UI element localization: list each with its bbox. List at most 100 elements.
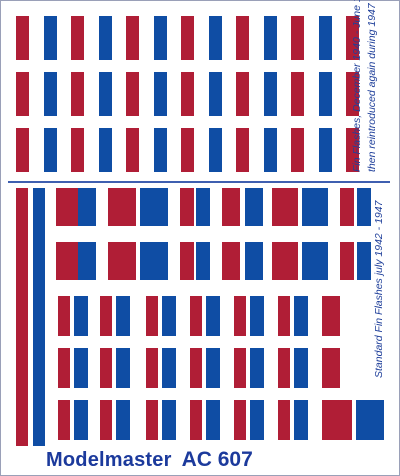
std-flash-red — [58, 296, 70, 336]
std-flash-blue — [294, 400, 308, 440]
upper-label-line1: Fin Flashes, December 1940 - June 1942 — [351, 0, 363, 172]
upper-flash-red — [181, 16, 194, 60]
std-flash-red — [278, 296, 290, 336]
std-flash-red — [234, 348, 246, 388]
std-flash-red — [180, 188, 194, 226]
upper-flash-red — [346, 128, 359, 172]
upper-flash-blue — [319, 16, 332, 60]
std-flash-red — [146, 348, 158, 388]
std-flash-blue — [250, 348, 264, 388]
std-flash-blue — [196, 188, 210, 226]
std-flash-red — [56, 242, 78, 280]
std-flash-blue — [196, 242, 210, 280]
upper-flash-blue — [154, 128, 167, 172]
brand-name: Modelmaster — [46, 449, 172, 471]
upper-flash-red — [16, 72, 29, 116]
upper-flash-blue — [99, 72, 112, 116]
std-flash-blue — [245, 188, 263, 226]
upper-flash-blue — [99, 128, 112, 172]
std-flash-red — [272, 188, 298, 226]
std-flash-blue — [206, 348, 220, 388]
std-flash-red — [58, 400, 70, 440]
std-flash-blue — [162, 296, 176, 336]
std-flash-blue — [294, 296, 308, 336]
std-flash-blue — [357, 188, 371, 226]
std-flash-blue — [140, 242, 168, 280]
std-flash-blue — [74, 400, 88, 440]
std-flash-blue — [162, 348, 176, 388]
std-flash-red — [180, 242, 194, 280]
std-flash-red — [100, 296, 112, 336]
upper-flash-red — [291, 16, 304, 60]
upper-flash-blue — [319, 72, 332, 116]
upper-flash-red — [181, 72, 194, 116]
lower-section-label: Standard Fin Flashes july 1942 - 1947 — [373, 200, 385, 378]
upper-flash-red — [291, 72, 304, 116]
std-flash-red — [190, 400, 202, 440]
std-flash-blue — [294, 348, 308, 388]
std-flash-blue — [78, 242, 96, 280]
upper-section-label: Fin Flashes, December 1940 - June 1942 t… — [350, 0, 380, 172]
upper-flash-blue — [319, 128, 332, 172]
upper-flash-red — [126, 72, 139, 116]
upper-flash-blue — [99, 16, 112, 60]
std-flash-red — [58, 348, 70, 388]
sheet-footer: Modelmaster AC 607 — [46, 448, 253, 472]
tall-flash-blue — [33, 188, 45, 446]
upper-flash-blue — [44, 16, 57, 60]
upper-flash-blue — [209, 128, 222, 172]
std-flash-blue — [140, 188, 168, 226]
std-flash-blue — [206, 296, 220, 336]
std-flash-red — [322, 400, 352, 440]
std-flash-red — [322, 296, 340, 336]
std-flash-red — [234, 296, 246, 336]
upper-flash-blue — [264, 128, 277, 172]
std-flash-red — [100, 400, 112, 440]
upper-flash-blue — [154, 72, 167, 116]
std-flash-blue — [162, 400, 176, 440]
std-flash-blue — [250, 296, 264, 336]
std-flash-blue — [245, 242, 263, 280]
upper-flash-blue — [44, 72, 57, 116]
std-flash-red — [234, 400, 246, 440]
tall-flash-red — [16, 188, 28, 446]
upper-flash-red — [126, 128, 139, 172]
std-flash-red — [272, 242, 298, 280]
upper-flash-red — [346, 72, 359, 116]
upper-flash-blue — [44, 128, 57, 172]
upper-flash-red — [16, 128, 29, 172]
std-flash-red — [222, 188, 240, 226]
upper-flash-red — [16, 16, 29, 60]
upper-flash-red — [346, 16, 359, 60]
std-flash-red — [108, 188, 136, 226]
upper-flash-red — [71, 128, 84, 172]
std-flash-blue — [116, 400, 130, 440]
std-flash-blue — [74, 348, 88, 388]
std-flash-red — [340, 242, 354, 280]
std-flash-blue — [116, 348, 130, 388]
upper-flash-blue — [209, 72, 222, 116]
std-flash-red — [56, 188, 78, 226]
upper-flash-red — [126, 16, 139, 60]
std-flash-red — [146, 400, 158, 440]
std-flash-red — [322, 348, 340, 388]
section-divider — [8, 181, 390, 183]
std-flash-red — [278, 348, 290, 388]
std-flash-blue — [74, 296, 88, 336]
std-flash-blue — [302, 188, 328, 226]
std-flash-blue — [357, 242, 371, 280]
std-flash-blue — [206, 400, 220, 440]
upper-flash-blue — [264, 72, 277, 116]
std-flash-blue — [116, 296, 130, 336]
upper-flash-blue — [154, 16, 167, 60]
upper-flash-red — [236, 16, 249, 60]
upper-flash-red — [291, 128, 304, 172]
upper-flash-red — [236, 128, 249, 172]
upper-flash-red — [181, 128, 194, 172]
upper-flash-blue — [264, 16, 277, 60]
std-flash-blue — [78, 188, 96, 226]
std-flash-red — [190, 348, 202, 388]
std-flash-red — [190, 296, 202, 336]
std-flash-blue — [302, 242, 328, 280]
std-flash-blue — [250, 400, 264, 440]
